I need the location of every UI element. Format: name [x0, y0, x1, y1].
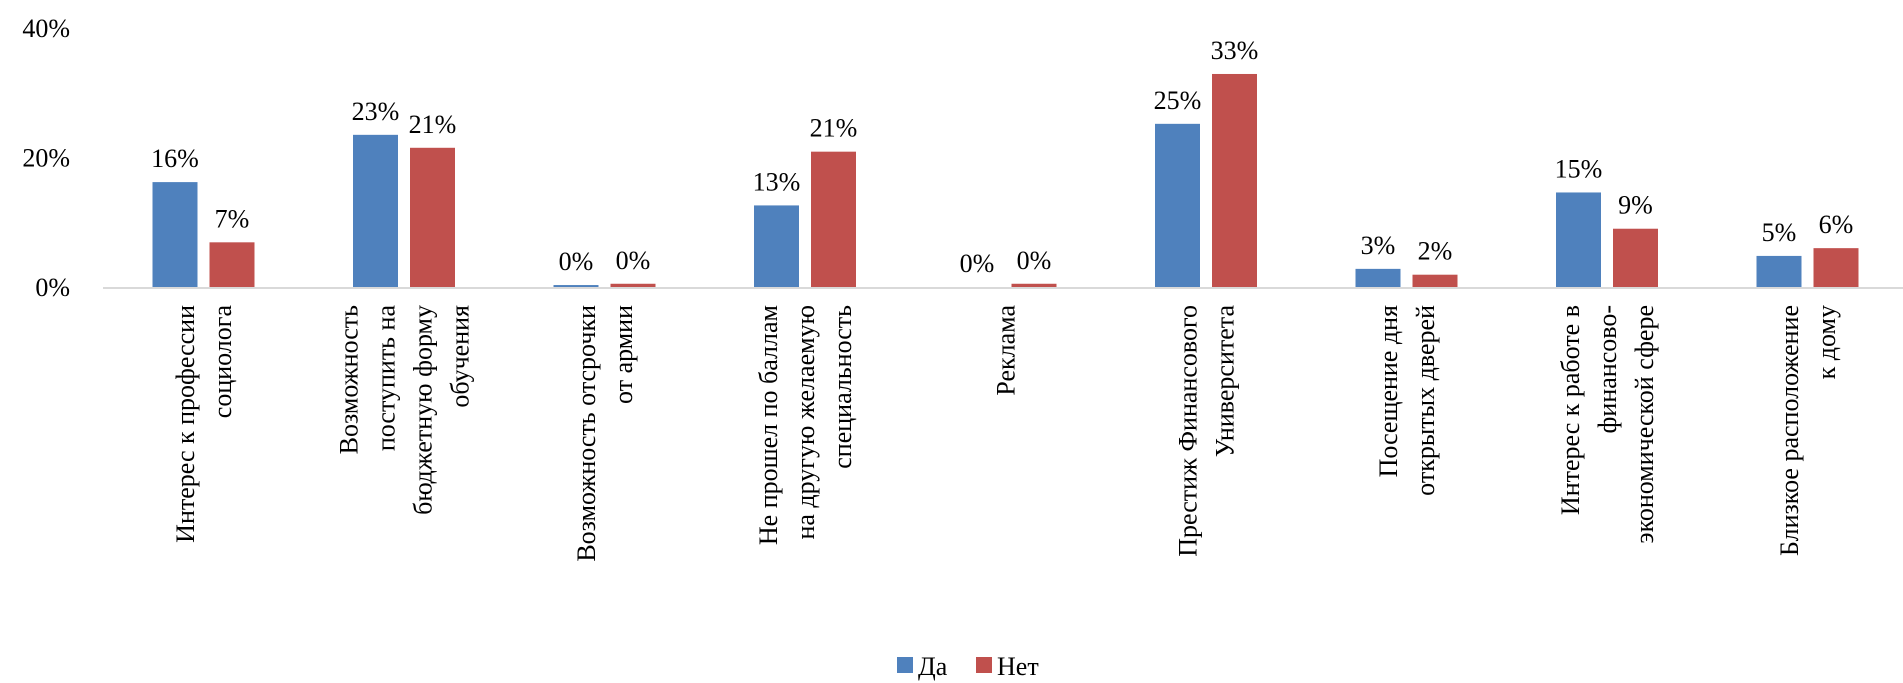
category-label-line: открытых дверей [1411, 305, 1440, 496]
category-label-line: Престиж Финансового [1174, 305, 1203, 557]
bar-da-0 [152, 182, 198, 287]
bar-da-1 [353, 134, 398, 287]
category-label-line: социолога [208, 305, 237, 419]
bar-net-5 [1212, 73, 1257, 287]
y-axis-ticks: 0% 20% 40% [22, 14, 70, 302]
legend-label-net: Нет [997, 652, 1039, 681]
data-label-net-6: 2% [1418, 237, 1453, 266]
category-label-4: Реклама [992, 305, 1021, 396]
bar-da-5 [1155, 123, 1200, 287]
category-label-line: Интерес к работе в [1556, 305, 1585, 515]
data-label-da-4: 0% [960, 249, 995, 278]
bar-net-2 [610, 283, 656, 287]
category-label-3: Не прошел по баллам на другую желаемую спе… [754, 305, 857, 545]
category-label-line: обучения [446, 305, 475, 408]
data-label-net-0: 7% [215, 204, 250, 233]
category-label-0: Интерес к профессии социолога [171, 305, 237, 543]
data-label-da-2: 0% [559, 247, 594, 276]
legend: Да Нет [897, 652, 1039, 681]
legend-swatch-net [976, 657, 992, 673]
y-tick-label: 20% [22, 144, 70, 173]
category-label-6: Посещение дня открытых дверей [1374, 305, 1440, 496]
category-label-5: Престиж Финансового Университета [1174, 305, 1240, 557]
bar-net-0 [209, 242, 255, 287]
category-label-line: экономической сфере [1630, 305, 1659, 544]
bar-net-8 [1813, 248, 1859, 287]
category-label-line: финансово- [1593, 305, 1622, 433]
data-label-net-1: 21% [409, 110, 457, 139]
data-label-net-4: 0% [1017, 246, 1052, 275]
data-label-net-5: 33% [1211, 36, 1259, 65]
data-label-net-3: 21% [810, 114, 858, 143]
data-label-da-5: 25% [1154, 86, 1202, 115]
bar-da-6 [1355, 268, 1401, 287]
bar-net-1 [410, 147, 455, 287]
data-label-da-6: 3% [1361, 231, 1396, 260]
category-label-line: специальность [828, 305, 857, 469]
category-label-line: поступить на [372, 305, 401, 452]
bar-da-3 [754, 205, 799, 287]
category-label-1: Возможность поступить на бюджетную форму об… [335, 305, 475, 515]
category-label-line: Реклама [992, 305, 1021, 396]
category-label-line: от армии [609, 305, 638, 404]
category-label-2: Возможность отсрочки от армии [572, 305, 638, 562]
category-label-line: Не прошел по баллам [754, 305, 783, 545]
y-tick-label: 0% [35, 273, 70, 302]
category-label-line: к дому [1812, 305, 1841, 379]
bar-net-3 [811, 151, 856, 287]
y-tick-label: 40% [22, 14, 70, 43]
data-label-da-1: 23% [352, 97, 400, 126]
category-label-line: бюджетную форму [409, 305, 438, 515]
bar-da-2 [553, 285, 599, 287]
category-label-7: Интерес к работе в финансово-экономическо… [1556, 305, 1659, 544]
category-label-line: Посещение дня [1374, 305, 1403, 477]
bar-da-7 [1556, 192, 1601, 287]
data-labels: 16% 7% 23% 21% 0% 0% 13% 21% 0% 0% 25% 33% 3% 2% 15% 9%… [151, 36, 1853, 278]
data-label-net-2: 0% [616, 246, 651, 275]
bars [152, 73, 1859, 287]
category-label-line: Возможность [335, 305, 364, 454]
category-label-8: Близкое расположение к дому [1775, 305, 1841, 556]
category-label-line: Университета [1211, 305, 1240, 458]
data-label-da-0: 16% [151, 144, 199, 173]
bar-net-6 [1412, 274, 1458, 287]
category-label-line: Интерес к профессии [171, 305, 200, 543]
bar-net-7 [1613, 228, 1658, 287]
data-label-da-7: 15% [1555, 154, 1603, 183]
data-label-da-3: 13% [753, 167, 801, 196]
bar-net-4 [1011, 283, 1057, 287]
category-label-line: Возможность отсрочки [572, 305, 601, 562]
category-label-line: Близкое расположение [1775, 305, 1804, 556]
category-label-line: на другую желаемую [791, 305, 820, 540]
bar-da-8 [1756, 255, 1802, 287]
legend-label-da: Да [918, 652, 948, 681]
data-label-net-8: 6% [1819, 210, 1854, 239]
category-labels: Интерес к профессии социолога Возможность п… [171, 305, 1841, 562]
data-label-net-7: 9% [1618, 191, 1653, 220]
legend-swatch-da [897, 657, 913, 673]
data-label-da-8: 5% [1762, 218, 1797, 247]
